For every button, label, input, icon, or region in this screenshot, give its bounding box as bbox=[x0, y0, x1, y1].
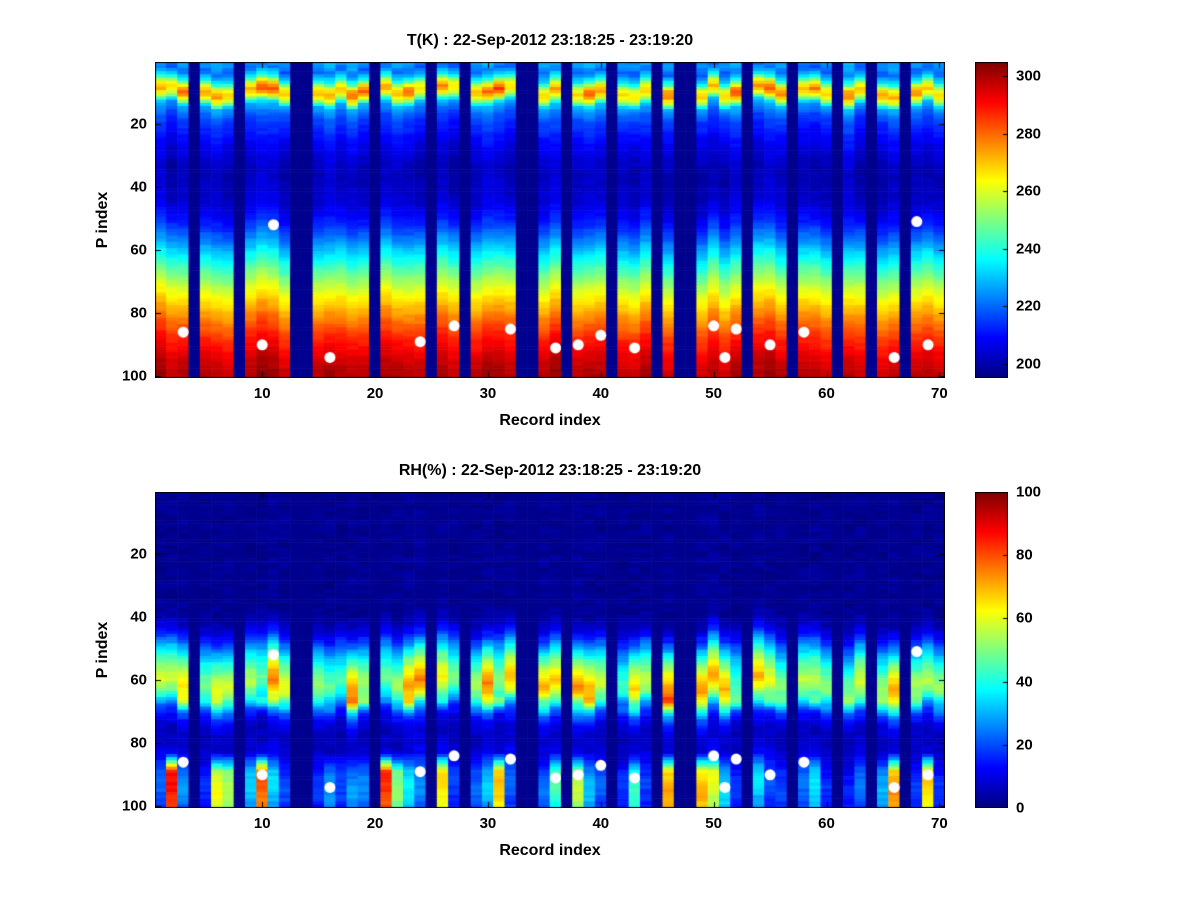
humidity-colorbar-tick-label: 100 bbox=[1016, 483, 1042, 501]
humidity-x-tick-label: 10 bbox=[253, 815, 271, 832]
humidity-y-tick-label: 80 bbox=[130, 734, 147, 752]
temperature-xlabel: Record index bbox=[499, 412, 601, 429]
temperature-x-tick-label: 40 bbox=[592, 385, 610, 402]
humidity-x-tick-label: 60 bbox=[818, 815, 835, 832]
humidity-y-tick-label: 60 bbox=[130, 671, 147, 689]
humidity-colorbar-tick-label: 20 bbox=[1016, 736, 1033, 754]
humidity-x-tick-label: 50 bbox=[705, 815, 722, 832]
temperature-y-tick-label: 20 bbox=[130, 115, 147, 133]
temperature-x-tick-label: 20 bbox=[366, 385, 384, 402]
temperature-colorbar-tick-label: 260 bbox=[1016, 182, 1042, 200]
temperature-colorbar-canvas bbox=[975, 62, 1008, 378]
temperature-x-tick-label: 30 bbox=[479, 385, 497, 402]
humidity-y-tick-label: 100 bbox=[121, 797, 147, 815]
humidity-colorbar-canvas bbox=[975, 492, 1008, 808]
humidity-xlabel: Record index bbox=[499, 842, 601, 859]
temperature-colorbar-tick-label: 300 bbox=[1016, 67, 1042, 85]
humidity-x-tick-label: 40 bbox=[592, 815, 610, 832]
humidity-title: RH(%) : 22-Sep-2012 23:18:25 - 23:19:20 bbox=[398, 462, 702, 479]
humidity-heatmap-canvas bbox=[155, 492, 945, 808]
temperature-y-tick-label: 100 bbox=[121, 367, 147, 385]
temperature-y-tick-label: 60 bbox=[130, 241, 147, 259]
temperature-x-tick-label: 50 bbox=[705, 385, 722, 402]
temperature-colorbar-tick-label: 200 bbox=[1016, 355, 1042, 373]
humidity-colorbar-tick-label: 0 bbox=[1016, 799, 1025, 817]
temperature-heatmap-canvas bbox=[155, 62, 945, 378]
humidity-y-tick-label: 20 bbox=[130, 545, 147, 563]
temperature-x-tick-label: 70 bbox=[931, 385, 948, 402]
temperature-x-tick-label: 10 bbox=[253, 385, 271, 402]
temperature-colorbar-tick-label: 280 bbox=[1016, 125, 1042, 143]
temperature-colorbar-tick-label: 240 bbox=[1016, 240, 1042, 258]
humidity-x-tick-label: 70 bbox=[931, 815, 948, 832]
temperature-x-tick-label: 60 bbox=[818, 385, 835, 402]
humidity-x-tick-label: 20 bbox=[366, 815, 384, 832]
temperature-title: T(K) : 22-Sep-2012 23:18:25 - 23:19:20 bbox=[406, 32, 694, 49]
temperature-y-tick-label: 80 bbox=[130, 304, 147, 322]
temperature-y-tick-label: 40 bbox=[130, 178, 147, 196]
humidity-y-tick-label: 40 bbox=[130, 608, 147, 626]
humidity-colorbar-tick-label: 60 bbox=[1016, 609, 1033, 627]
humidity-ylabel: P index bbox=[94, 621, 111, 679]
humidity-colorbar-tick-label: 40 bbox=[1016, 673, 1033, 691]
humidity-x-tick-label: 30 bbox=[479, 815, 497, 832]
humidity-colorbar-tick-label: 80 bbox=[1016, 546, 1033, 564]
temperature-colorbar-tick-label: 220 bbox=[1016, 297, 1042, 315]
temperature-ylabel: P index bbox=[94, 191, 111, 249]
